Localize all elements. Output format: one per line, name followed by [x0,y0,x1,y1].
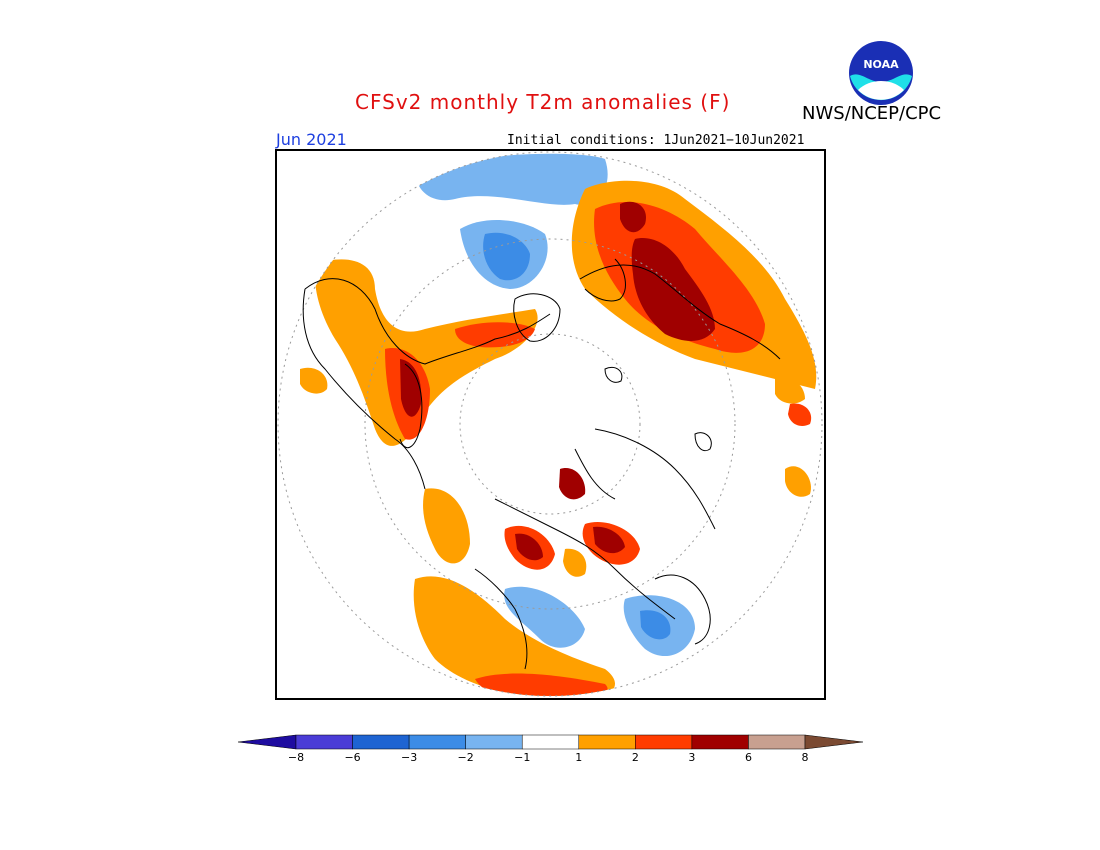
warm-region-central-asia [423,488,470,564]
coastline-siberia [574,428,716,530]
warm-region-east-siberia-core [593,526,625,554]
logo-text: NOAA [863,58,899,71]
colorbar-tick-label: −1 [514,751,530,764]
colorbar: −8 −6 −3 −2 −1 1 2 3 6 8 [238,734,863,764]
colorbar-box [408,734,466,750]
colorbar-box [578,734,636,750]
cool-region-atlantic-inner [483,232,530,281]
colorbar-tick-label: 6 [745,751,752,764]
coastline-europe [579,264,781,360]
warm-region-kamchatka [563,548,587,577]
colorbar-arrow-low [238,734,297,750]
latitude-circle-60n [364,238,736,610]
warm-region-europe-extreme [631,238,715,341]
cool-region-pacific-core [640,610,671,640]
agency-label: NWS/NCEP/CPC [802,103,942,124]
warm-region-canada-arctic [455,322,535,348]
coastline-alaska [654,574,711,645]
initial-conditions-label: Initial conditions: 1Jun2021−10Jun2021 [507,133,805,148]
warm-region-siberia-core [515,533,543,561]
latitude-circle-75n [459,333,641,515]
colorbar-tick-label: −6 [344,751,360,764]
coastline-hudson-bay [399,363,423,449]
latitude-circle-outer [277,151,823,697]
warm-region-east-asia [413,576,615,696]
colorbar-tick-label: 3 [688,751,695,764]
warm-region-mongolia [559,468,586,500]
warm-region-west-coast [300,367,328,394]
colorbar-box [295,734,353,750]
colorbar-tick-label: 1 [575,751,582,764]
valid-month-label: Jun 2021 [276,130,347,149]
colorbar-tick-label: 2 [632,751,639,764]
colorbar-box [352,734,410,750]
colorbar-box [465,734,523,750]
colorbar-tick-label: −8 [288,751,304,764]
colorbar-box [691,734,749,750]
colorbar-tick-label: −3 [401,751,417,764]
coastline-kamchatka [474,568,528,670]
coastline-islands [604,366,712,452]
coastline-greenland [513,293,561,342]
noaa-logo: NOAA [849,41,913,105]
warm-region-scandinavia [620,201,646,233]
coastline-east-asia [494,498,676,620]
warm-region-north-america [314,259,538,446]
warm-region-alaska [785,466,811,497]
colorbar-arrow-high [804,734,863,750]
cool-region-asia [504,586,585,648]
map-title: CFSv2 monthly T2m anomalies (F) [355,90,731,114]
cool-region-north-atlantic [415,153,608,205]
colorbar-tick-label: 8 [802,751,809,764]
anomaly-fields [300,153,817,696]
warm-region-hudson-core [400,359,422,417]
coastline-scandinavia [584,258,626,302]
colorbar-box [521,734,580,750]
colorbar-box [748,734,806,750]
colorbar-box [635,734,693,750]
polar-map [275,149,826,700]
coastline-north-america [302,278,551,490]
colorbar-tick-label: −2 [458,751,474,764]
warm-region-iceland [788,403,812,426]
warm-region-greenland-east [775,377,805,404]
coastlines [302,258,781,670]
map-frame [275,149,826,700]
